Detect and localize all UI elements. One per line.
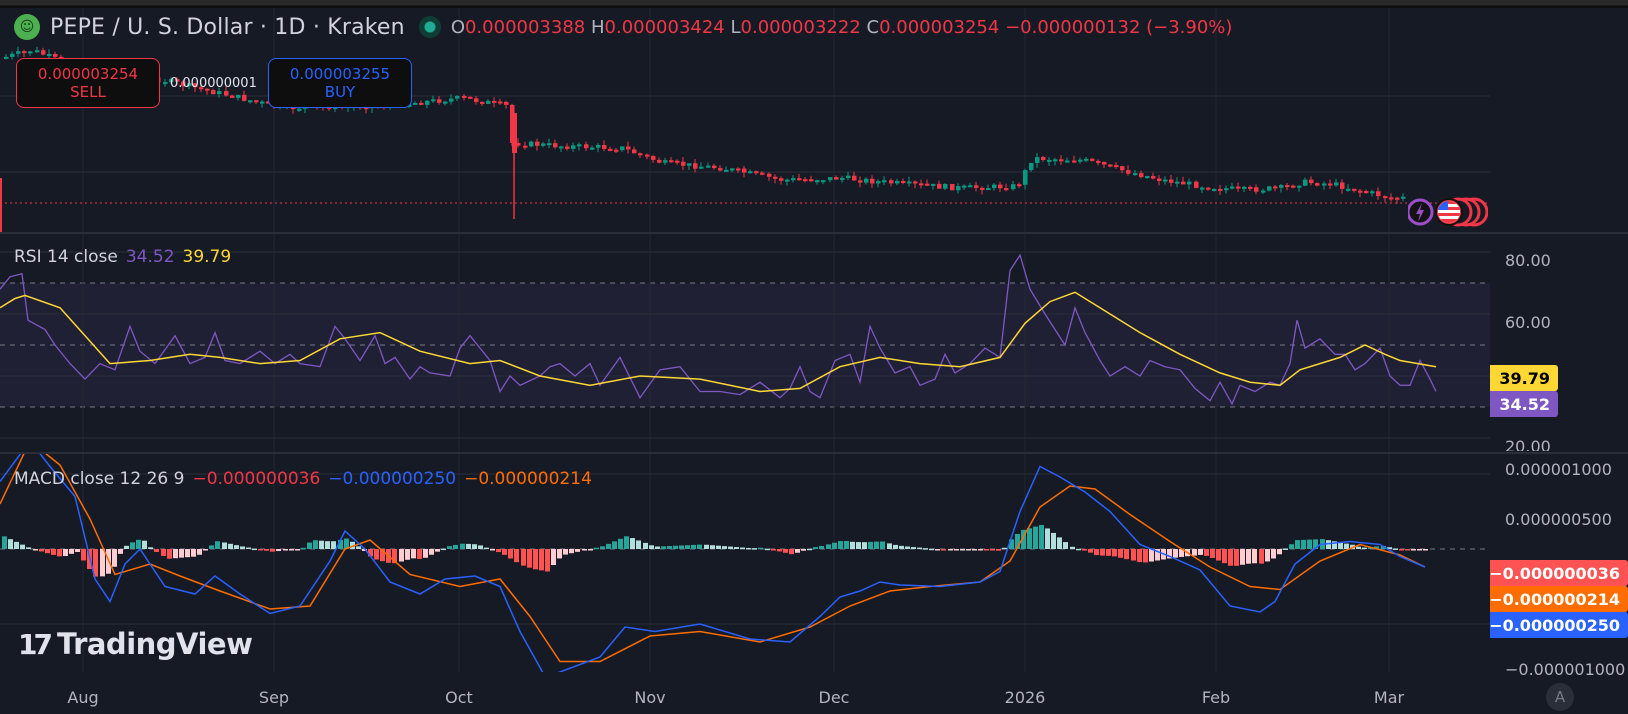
macd-label: MACD close 12 26 9 [14,469,185,489]
rsi-axis-20: 20.00 [1505,437,1551,451]
price-pane[interactable] [0,8,1490,232]
time-label: Mar [1373,688,1405,707]
macd-axis-bottom: −0.000001000 [1505,660,1626,679]
symbol-legend: ☺ PEPE / U. S. Dollar · 1D · Kraken O0.0… [14,14,1232,40]
rsi-pane[interactable] [0,234,1490,452]
buy-button[interactable]: 0.000003255 BUY [268,58,412,108]
ohlc-values: O0.000003388 H0.000003424 L0.000003222 C… [450,16,1233,38]
time-label: Nov [634,688,666,707]
pepe-frog-icon[interactable]: ☺ [14,14,40,40]
rsi-ma-tag: 39.79 [1490,365,1558,391]
rsi-chart [0,234,1490,452]
rsi-label: RSI 14 close [14,247,118,267]
rsi-ma-value: 39.79 [182,247,232,267]
price-change: −0.000000132 (−3.90%) [1005,16,1233,38]
macd-axis-top: 0.000001000 [1505,460,1612,479]
time-label: Oct [445,688,473,707]
sell-price: 0.000003254 [37,65,139,83]
pane-divider[interactable] [0,232,1628,234]
macd-signal-tag: −0.000000214 [1489,586,1628,612]
macd-hist-value: −0.000000036 [192,469,321,489]
time-axis[interactable]: Aug Sep Oct Nov Dec 2026 Feb Mar [0,682,1490,714]
macd-axis-mid: 0.000000500 [1505,510,1612,529]
spread-value: 0.000000001 [170,76,257,91]
macd-chart [0,454,1490,672]
rsi-tag: 34.52 [1490,391,1558,417]
window-top-bar [0,0,1628,6]
sell-label: SELL [70,83,106,101]
buy-label: BUY [324,83,356,101]
time-label: Aug [67,688,99,707]
tradingview-mark-icon: 17 [18,627,53,661]
macd-legend[interactable]: MACD close 12 26 9 −0.000000036 −0.00000… [14,469,592,489]
macd-pane[interactable] [0,454,1490,672]
rsi-axis-60: 60.00 [1505,313,1551,332]
rsi-legend[interactable]: RSI 14 close 34.52 39.79 [14,247,231,267]
rsi-value: 34.52 [125,247,175,267]
buy-price: 0.000003255 [289,65,391,83]
rsi-axis-80: 80.00 [1505,251,1551,270]
brand-name: TradingView [56,627,253,661]
market-open-icon [418,16,441,38]
sell-button[interactable]: 0.000003254 SELL [16,58,160,108]
symbol-title[interactable]: PEPE / U. S. Dollar · 1D · Kraken [50,14,405,40]
macd-signal-value: −0.000000214 [464,469,592,489]
time-label: Feb [1201,688,1231,707]
macd-tag: −0.000000250 [1489,612,1628,638]
macd-value: −0.000000250 [328,469,457,489]
candlestick-chart[interactable] [0,8,1490,232]
auto-scale-button[interactable]: A [1546,683,1574,711]
time-label: 2026 [1004,688,1046,707]
time-label: Sep [258,688,290,707]
time-label: Dec [818,688,850,707]
event-markers[interactable] [1408,195,1488,229]
pane-divider[interactable] [0,452,1628,454]
macd-hist-tag: −0.000000036 [1489,560,1628,586]
tradingview-logo[interactable]: 17 TradingView [18,627,253,661]
